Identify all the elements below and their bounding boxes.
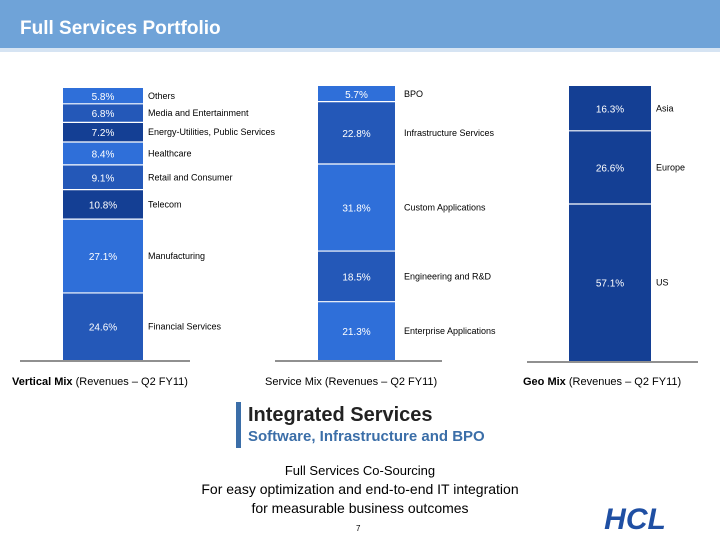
vertical-value-label: 7.2% [92,128,115,139]
integrated-services-heading: Integrated Services [248,404,433,426]
geo-category-label: US [656,277,669,287]
service-category-label: BPO [404,89,423,99]
vertical-bar-segment [63,122,143,142]
geo-bar-segment [569,86,651,131]
header-bar: Full Services Portfolio [0,0,720,52]
vertical-category-label: Media and Entertainment [148,108,249,118]
vertical-bar-segment [63,189,143,220]
geo-value-label: 57.1% [596,278,624,289]
geo-bar-segment [569,130,651,204]
service-mix-caption: Service Mix (Revenues – Q2 FY11) [265,376,437,388]
vertical-category-label: Others [148,91,176,101]
vertical-value-label: 6.8% [92,109,115,120]
vertical-bar-segment [63,219,143,293]
service-mix-caption-text: Service Mix (Revenues – Q2 FY11) [265,376,438,388]
geo-mix-caption-bold: Geo Mix [523,376,566,388]
header-underline [0,48,720,52]
service-bar-segment [318,164,395,252]
geo-bar-segment [569,203,651,361]
service-value-label: 21.3% [342,327,370,338]
vertical-mix-caption-bold: Vertical Mix [12,376,73,388]
service-bar-segment [318,251,395,302]
vertical-category-label: Retail and Consumer [148,172,233,182]
geo-category-label: Asia [656,103,674,113]
geo-category-label: Europe [656,162,685,172]
vertical-value-label: 27.1% [89,252,117,263]
vertical-bar-segment [63,292,143,360]
service-value-label: 22.8% [342,129,370,140]
tagline-3: for measurable business outcomes [251,500,469,516]
service-category-label: Engineering and R&D [404,271,492,281]
service-category-label: Infrastructure Services [404,128,495,138]
tagline-2: For easy optimization and end-to-end IT … [201,481,519,497]
page-title: Full Services Portfolio [20,18,221,39]
vertical-bar-segment [63,141,143,165]
vertical-bar-segment [63,164,143,190]
tagline-1: Full Services Co-Sourcing [284,463,436,478]
geo-value-label: 26.6% [596,163,624,174]
vertical-category-label: Energy-Utilities, Public Services [148,127,276,137]
geo-value-label: 16.3% [596,104,624,115]
vertical-category-label: Manufacturing [148,251,205,261]
service-category-label: Enterprise Applications [404,326,496,336]
page-number: 7 [356,524,361,533]
hcl-logo-text: HCL [604,504,666,534]
service-value-label: 18.5% [342,272,370,283]
vertical-category-label: Telecom [148,199,182,209]
brand-divider [236,402,241,448]
integrated-services-subheading: Software, Infrastructure and BPO [248,428,485,445]
vertical-bar-segment [63,103,143,123]
geo-mix-caption: Geo Mix (Revenues – Q2 FY11) [523,376,681,388]
service-bar-segment [318,301,395,360]
vertical-category-label: Healthcare [148,148,192,158]
charts-area: 5.8% Others 6.8% Media and Entertainment 7.2… [20,86,698,363]
vertical-mix-caption: Vertical Mix (Revenues – Q2 FY11) [12,376,188,388]
vertical-value-label: 10.8% [89,200,117,211]
service-value-label: 31.8% [342,204,370,215]
service-category-label: Custom Applications [404,203,486,213]
vertical-mix-caption-rest: (Revenues – Q2 FY11) [72,376,188,388]
vertical-bar-segment [63,88,143,104]
service-value-label: 5.7% [345,90,368,101]
vertical-value-label: 5.8% [92,92,115,103]
vertical-value-label: 24.6% [89,322,117,333]
vertical-value-label: 9.1% [92,173,115,184]
vertical-category-label: Financial Services [148,321,222,331]
geo-mix-caption-rest: (Revenues – Q2 FY11) [565,376,682,388]
service-bar-segment [318,86,395,102]
vertical-value-label: 8.4% [92,149,115,160]
hcl-logo: HCL [604,504,666,534]
service-bar-segment [318,101,395,165]
